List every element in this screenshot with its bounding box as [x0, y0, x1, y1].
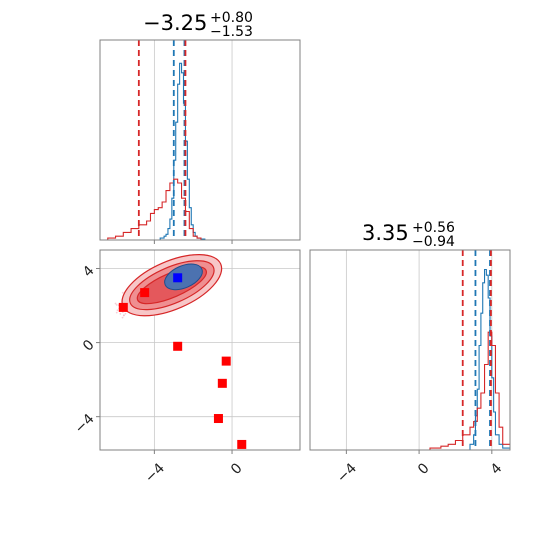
sample-point	[116, 309, 119, 312]
blue-marker	[173, 273, 183, 283]
bottom-right-histogram-panel: −4 0 4	[309, 249, 511, 486]
top-panel-title-value: −3.25	[143, 11, 207, 35]
tick-label-x-1: 0	[415, 460, 433, 478]
panel-frame	[309, 249, 511, 451]
right-panel-title-plus: +0.56	[412, 220, 455, 236]
red-marker-0	[118, 302, 128, 312]
tick-label-x-0: −4	[142, 460, 168, 486]
right-panel-title-minus: −0.94	[412, 234, 455, 250]
panel-frame	[99, 39, 301, 241]
histogram-series-0	[310, 268, 510, 451]
sample-point	[121, 291, 124, 294]
red-marker-1	[140, 288, 150, 298]
red-marker-4	[217, 378, 227, 388]
sample-point	[121, 316, 124, 319]
red-marker-5	[213, 414, 223, 424]
tick-label-x-1: 0	[228, 460, 246, 478]
tick-label-y-2: 4	[80, 263, 98, 281]
tick-label-x-2: 4	[488, 460, 506, 478]
histogram-series-1	[310, 331, 510, 451]
bottom-left-2d-panel: −4 0 −4 0 4	[72, 249, 301, 486]
right-panel-title-value: 3.35	[362, 221, 409, 245]
histogram-series-0	[100, 62, 300, 241]
red-marker-6	[237, 439, 247, 449]
sample-point	[119, 312, 122, 315]
red-marker-3	[221, 356, 231, 366]
tick-label-y-0: −4	[72, 411, 98, 437]
tick-label-x-0: −4	[334, 460, 360, 486]
top-panel-title-minus: −1.53	[210, 24, 253, 40]
panel-body	[100, 250, 300, 450]
sample-point	[124, 312, 127, 315]
tick-label-y-1: 0	[80, 337, 98, 355]
top-left-histogram-panel	[99, 39, 301, 244]
sample-point	[115, 311, 118, 314]
histogram-series-1	[100, 178, 300, 241]
red-marker-2	[173, 341, 183, 351]
panel-frame	[99, 249, 301, 451]
blue-core-contour	[164, 263, 203, 291]
sample-point	[123, 314, 125, 317]
sample-point	[115, 304, 118, 306]
sample-point	[114, 302, 117, 305]
top-panel-title-plus: +0.80	[210, 10, 253, 26]
